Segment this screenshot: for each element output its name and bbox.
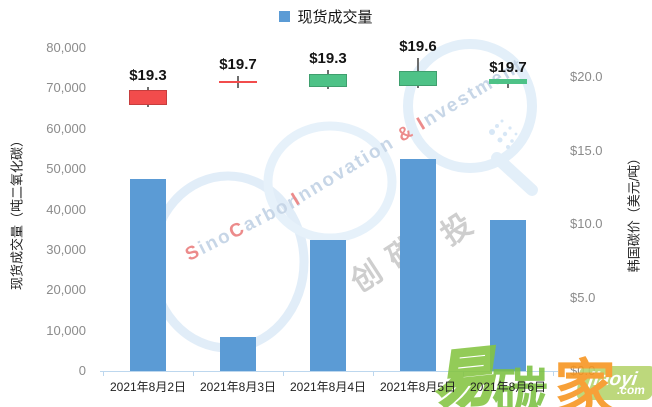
price-data-label: $19.7 [219,56,257,74]
candle-body [309,73,347,88]
x-axis-tick [103,372,104,376]
volume-bar [130,179,166,371]
tanjiaoyi-logo: 易 碳 jiaoyi .com 家 [425,320,652,407]
left-axis-tick-label: 70,000 [46,80,86,96]
x-axis-category-label: 2021年8月2日 [109,380,187,394]
right-axis-tick-label: $10.0 [570,216,603,232]
x-axis-tick [553,372,554,376]
x-axis-tick [463,372,464,376]
legend-label: 现货成交量 [297,9,373,26]
price-data-label: $19.7 [489,58,527,76]
x-axis-category-label: 2021年8月3日 [199,380,277,394]
left-axis-tick-label: 0 [78,363,86,378]
x-axis-line [100,371,558,372]
left-axis-tick-label: 60,000 [46,120,86,136]
logo-tld-text: .com [616,383,646,397]
right-axis-title: 韩国碳价（美元/吨） [626,151,642,273]
right-axis-tick-label: $5.0 [570,289,596,305]
right-axis-tick-label: $15.0 [570,142,603,158]
left-axis-tick-label: 20,000 [46,282,86,298]
left-axis-tick-label: 80,000 [46,40,86,55]
candle-body [129,89,167,105]
x-axis-tick [373,372,374,376]
price-data-label: $19.3 [129,67,167,85]
logo-char-tan: 碳 [492,363,548,407]
volume-bar [400,159,436,371]
volume-bar [310,239,346,371]
legend: 现货成交量 [0,6,652,27]
x-axis-category-label: 2021年8月5日 [379,380,457,394]
left-axis-tick-label: 40,000 [46,201,86,217]
right-axis-tick-label: $20.0 [570,69,603,85]
volume-bar [490,219,526,371]
candle-body [489,78,527,84]
candle-body [219,81,257,83]
x-axis-tick [283,372,284,376]
logo-char-jia: 家 [554,355,617,407]
left-axis-tick-label: 50,000 [46,161,86,177]
price-data-label: $19.6 [399,37,437,55]
price-data-label: $19.3 [309,50,347,68]
left-axis-tick-label: 10,000 [46,322,86,338]
x-axis-tick [193,372,194,376]
x-axis-category-label: 2021年8月4日 [289,380,367,394]
x-axis-category-label: 2021年8月6日 [469,380,547,394]
left-axis-tick-label: 30,000 [46,241,86,257]
legend-swatch-icon [279,11,291,22]
volume-bar [220,336,256,371]
candle-body [399,71,437,87]
